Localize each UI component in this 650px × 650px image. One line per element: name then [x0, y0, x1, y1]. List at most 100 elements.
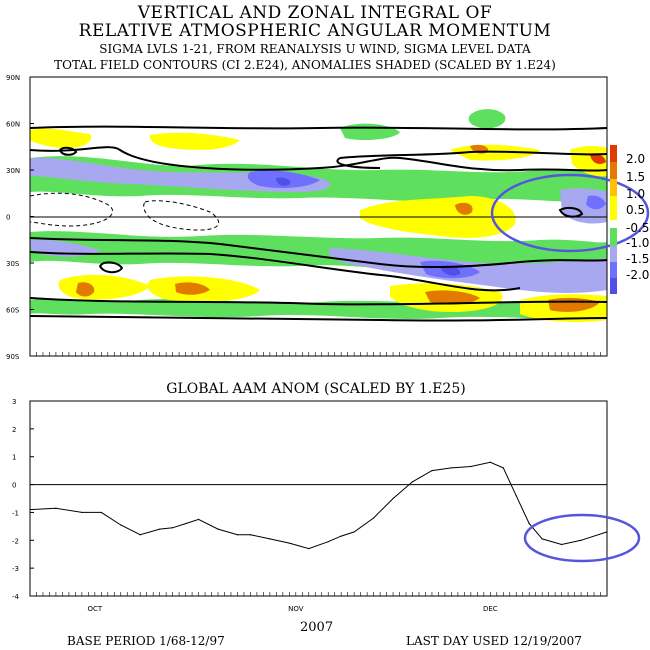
aam-data-point	[159, 528, 161, 530]
aam-data-point	[29, 509, 31, 511]
aam-data-point	[431, 470, 433, 472]
y-tick-label: -2	[12, 537, 19, 545]
anomaly-region	[175, 282, 210, 295]
y-tick-label: 3	[12, 398, 16, 406]
anomaly-region	[276, 177, 291, 186]
contour-line	[98, 261, 124, 274]
aam-data-point	[100, 511, 102, 514]
anomaly-region	[149, 132, 240, 150]
contour-line	[30, 125, 607, 131]
aam-data-point	[502, 467, 504, 469]
colorbar-label: 2.0	[626, 152, 645, 166]
aam-data-point	[340, 535, 342, 537]
aam-data-point	[217, 528, 219, 530]
colorbar-swatch	[610, 196, 617, 220]
aam-series-points	[29, 461, 608, 550]
aam-data-point	[249, 534, 252, 536]
total-field-contours	[30, 125, 607, 322]
latitude-tick-label: 90N	[6, 74, 20, 82]
contour-line	[30, 237, 607, 269]
colorbar-label: 1.5	[626, 170, 645, 184]
anomaly-region	[468, 109, 506, 129]
y-tick-label: 2	[12, 426, 16, 434]
anomaly-region	[76, 282, 95, 297]
contour-line	[558, 206, 584, 218]
aam-data-point	[81, 511, 83, 514]
colorbar-label: -2.0	[626, 268, 649, 282]
aam-data-point	[184, 522, 187, 525]
colorbar: 2.0 1.5 1.0 0.5 -0.5-1.0 -1.5 -2.0	[610, 145, 649, 294]
y-tick-label: 0	[12, 482, 16, 490]
line-chart-title: GLOBAL AAM ANOM (SCALED BY 1.E25)	[166, 381, 465, 397]
aam-data-point	[139, 534, 141, 536]
aam-data-point	[450, 467, 453, 469]
colorbar-label: -1.5	[626, 252, 649, 266]
colorbar-label: -0.5	[626, 221, 649, 235]
latitude-tick-label: 90S	[6, 353, 20, 361]
x-ticks: OCT NOV DEC	[29, 592, 608, 613]
colorbar-swatch	[610, 145, 617, 162]
y-tick-label: -4	[12, 593, 20, 601]
aam-line-panel: GLOBAL AAM ANOM (SCALED BY 1.E25) 3 2 1 0 -1…	[12, 381, 641, 613]
aam-data-point	[489, 461, 491, 463]
anomaly-region	[590, 153, 606, 164]
colorbar-swatch	[610, 262, 617, 278]
colorbar-swatch	[610, 162, 617, 179]
base-period-label: BASE PERIOD 1/68-12/97	[67, 634, 225, 648]
anomaly-region	[440, 265, 461, 276]
aam-data-point	[120, 524, 122, 526]
aam-data-point	[541, 538, 543, 540]
aam-data-point	[236, 534, 239, 536]
aam-data-point	[392, 497, 394, 500]
aam-data-point	[470, 465, 472, 468]
aam-data-point	[269, 538, 271, 540]
y-tick-label: -3	[12, 565, 19, 573]
contour-line	[30, 146, 607, 172]
top-x-ticks	[29, 352, 608, 356]
aam-data-point	[197, 518, 200, 520]
latitude-ticks: 90N 60N 30N 0 30S 60S 90S	[6, 74, 34, 361]
latitude-tick-label: 30S	[6, 260, 20, 268]
aam-data-point	[373, 517, 375, 519]
month-tick-label: DEC	[483, 605, 498, 613]
contour-line	[30, 315, 607, 322]
colorbar-swatch	[610, 179, 617, 196]
chart-title-line-1: VERTICAL AND ZONAL INTEGRAL OF	[137, 3, 493, 23]
y-tick-label: -1	[12, 509, 19, 517]
colorbar-swatch	[610, 246, 617, 262]
year-label: 2007	[300, 620, 334, 635]
y-tick-label: 1	[12, 454, 16, 462]
month-tick-label: NOV	[288, 605, 304, 613]
last-day-label: LAST DAY USED 12/19/2007	[406, 634, 582, 648]
aam-data-point	[288, 542, 290, 544]
aam-data-point	[327, 541, 329, 543]
aam-data-point	[528, 522, 530, 525]
aam-data-point	[353, 531, 355, 533]
chart-subtitle-line-1: SIGMA LVLS 1-21, FROM REANALYSIS U WIND,…	[99, 42, 531, 56]
aam-data-point	[55, 507, 57, 509]
hovmoller-panel: 90N 60N 30N 0 30S 60S 90S	[6, 74, 650, 361]
aam-data-point	[308, 548, 310, 550]
colorbar-swatch	[610, 220, 617, 228]
highlight-ellipse	[490, 173, 650, 253]
aam-data-point	[561, 543, 563, 546]
line-plot-area	[29, 400, 608, 597]
aam-data-point	[172, 527, 174, 529]
chart-subtitle-line-2: TOTAL FIELD CONTOURS (CI 2.E24), ANOMALI…	[54, 58, 556, 72]
colorbar-swatch	[610, 228, 617, 246]
colorbar-label: 0.5	[626, 203, 645, 217]
anomaly-region	[425, 290, 480, 305]
latitude-tick-label: 60N	[6, 121, 20, 129]
colorbar-label: -1.0	[626, 236, 649, 250]
y-ticks: 3 2 1 0 -1 -2 -3 -4	[12, 398, 34, 601]
colorbar-swatch	[610, 278, 617, 294]
aam-data-point	[606, 531, 608, 533]
anomaly-region	[586, 195, 606, 210]
latitude-tick-label: 60S	[6, 307, 20, 315]
contour-line	[336, 150, 607, 169]
contour-line	[30, 251, 521, 292]
aam-data-point	[580, 539, 582, 541]
latitude-tick-label: 0	[6, 214, 10, 222]
contour-line	[30, 297, 607, 306]
